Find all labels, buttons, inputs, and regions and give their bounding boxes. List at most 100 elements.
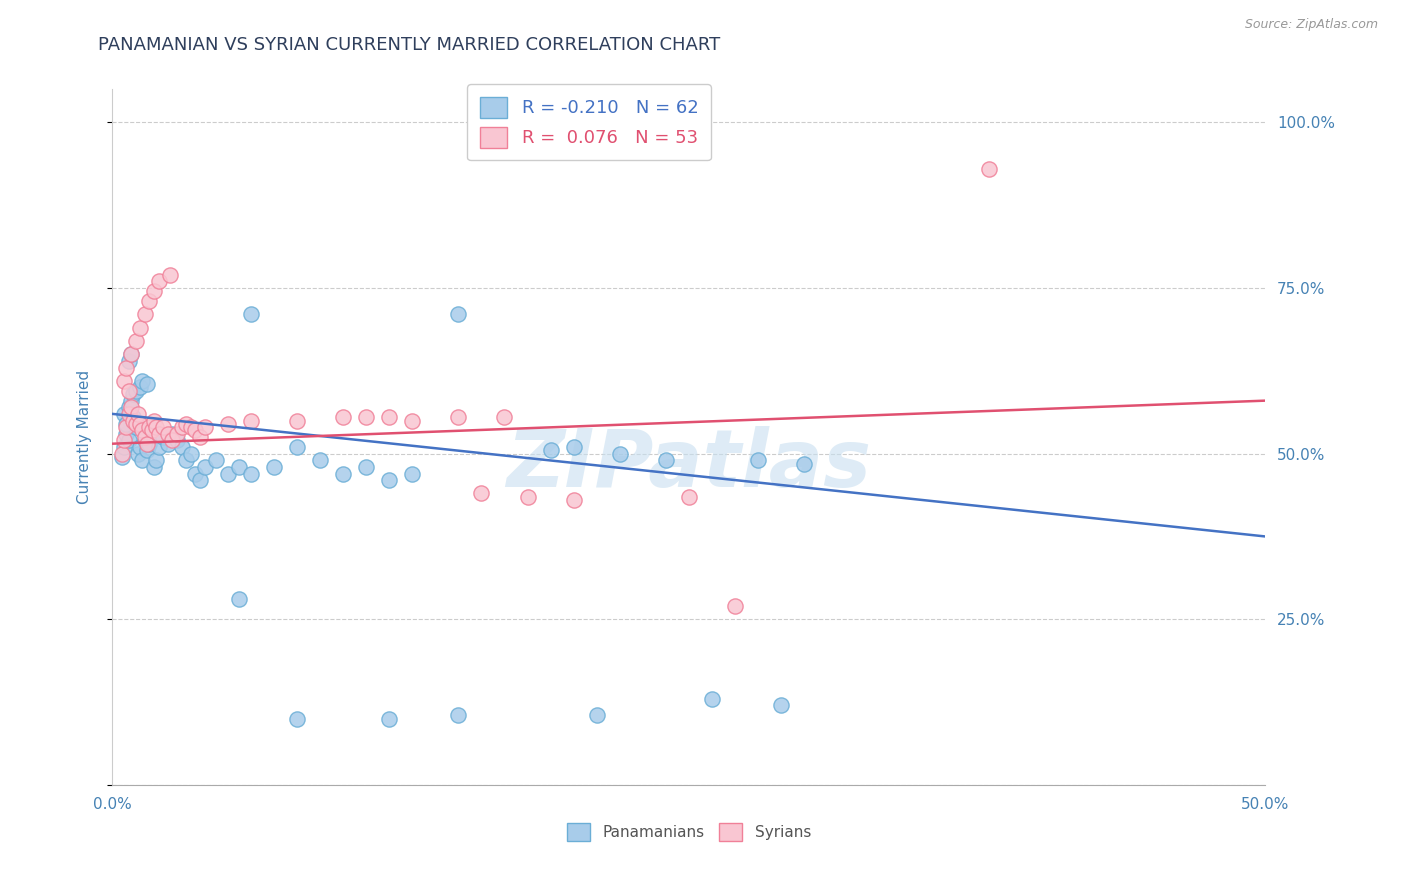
Point: [562, 493, 585, 508]
Point: [516, 490, 538, 504]
Point: [162, 434, 184, 448]
Point: [194, 459, 217, 474]
Point: [124, 384, 146, 398]
Point: [180, 420, 202, 434]
Point: [148, 440, 170, 454]
Point: [131, 424, 153, 438]
Point: [239, 467, 262, 481]
Text: ZIPatlas: ZIPatlas: [506, 425, 872, 504]
Point: [447, 410, 470, 425]
Point: [285, 413, 308, 427]
Point: [145, 420, 167, 434]
Point: [136, 443, 159, 458]
Point: [152, 420, 174, 434]
Point: [162, 426, 184, 441]
Point: [117, 354, 139, 368]
Point: [239, 308, 262, 322]
Point: [120, 347, 142, 361]
Point: [138, 436, 160, 450]
Point: [228, 592, 250, 607]
Point: [112, 374, 135, 388]
Point: [378, 712, 401, 726]
Point: [194, 420, 217, 434]
Point: [120, 401, 142, 415]
Point: [724, 599, 747, 613]
Point: [239, 413, 262, 427]
Point: [217, 467, 239, 481]
Point: [354, 410, 377, 425]
Text: Source: ZipAtlas.com: Source: ZipAtlas.com: [1244, 18, 1378, 31]
Point: [122, 413, 145, 427]
Point: [180, 447, 202, 461]
Point: [609, 447, 631, 461]
Point: [111, 450, 134, 464]
Point: [977, 161, 1000, 176]
Point: [184, 467, 207, 481]
Point: [166, 434, 188, 448]
Point: [134, 430, 156, 444]
Point: [127, 447, 149, 461]
Point: [332, 410, 354, 425]
Point: [117, 407, 139, 421]
Point: [170, 420, 193, 434]
Point: [115, 417, 138, 431]
Point: [112, 440, 135, 454]
Point: [378, 410, 401, 425]
Point: [401, 467, 423, 481]
Point: [117, 434, 139, 448]
Point: [115, 426, 138, 441]
Point: [115, 360, 138, 375]
Point: [770, 698, 793, 713]
Point: [117, 401, 139, 415]
Point: [141, 424, 163, 438]
Point: [700, 691, 723, 706]
Point: [585, 708, 607, 723]
Point: [143, 459, 166, 474]
Point: [228, 459, 250, 474]
Point: [156, 436, 179, 450]
Point: [120, 393, 142, 408]
Point: [540, 443, 562, 458]
Point: [156, 426, 179, 441]
Point: [124, 334, 146, 348]
Point: [117, 384, 139, 398]
Point: [124, 420, 146, 434]
Point: [309, 453, 332, 467]
Point: [145, 453, 167, 467]
Point: [655, 453, 678, 467]
Point: [494, 410, 516, 425]
Point: [747, 453, 769, 467]
Point: [112, 434, 135, 448]
Point: [170, 440, 193, 454]
Point: [188, 430, 211, 444]
Point: [378, 473, 401, 487]
Point: [148, 426, 170, 441]
Point: [447, 708, 470, 723]
Point: [122, 410, 145, 425]
Point: [112, 407, 135, 421]
Point: [129, 320, 152, 334]
Point: [188, 473, 211, 487]
Point: [131, 374, 153, 388]
Point: [122, 387, 145, 401]
Point: [138, 420, 160, 434]
Point: [166, 426, 188, 441]
Point: [285, 712, 308, 726]
Point: [174, 417, 197, 431]
Point: [217, 417, 239, 431]
Point: [136, 436, 159, 450]
Legend: Panamanians, Syrians: Panamanians, Syrians: [561, 817, 817, 847]
Point: [678, 490, 700, 504]
Point: [136, 377, 159, 392]
Point: [354, 459, 377, 474]
Point: [134, 308, 156, 322]
Point: [401, 413, 423, 427]
Y-axis label: Currently Married: Currently Married: [77, 370, 91, 504]
Point: [263, 459, 285, 474]
Point: [159, 268, 181, 282]
Point: [143, 285, 166, 299]
Point: [184, 424, 207, 438]
Point: [285, 440, 308, 454]
Point: [470, 486, 492, 500]
Point: [115, 420, 138, 434]
